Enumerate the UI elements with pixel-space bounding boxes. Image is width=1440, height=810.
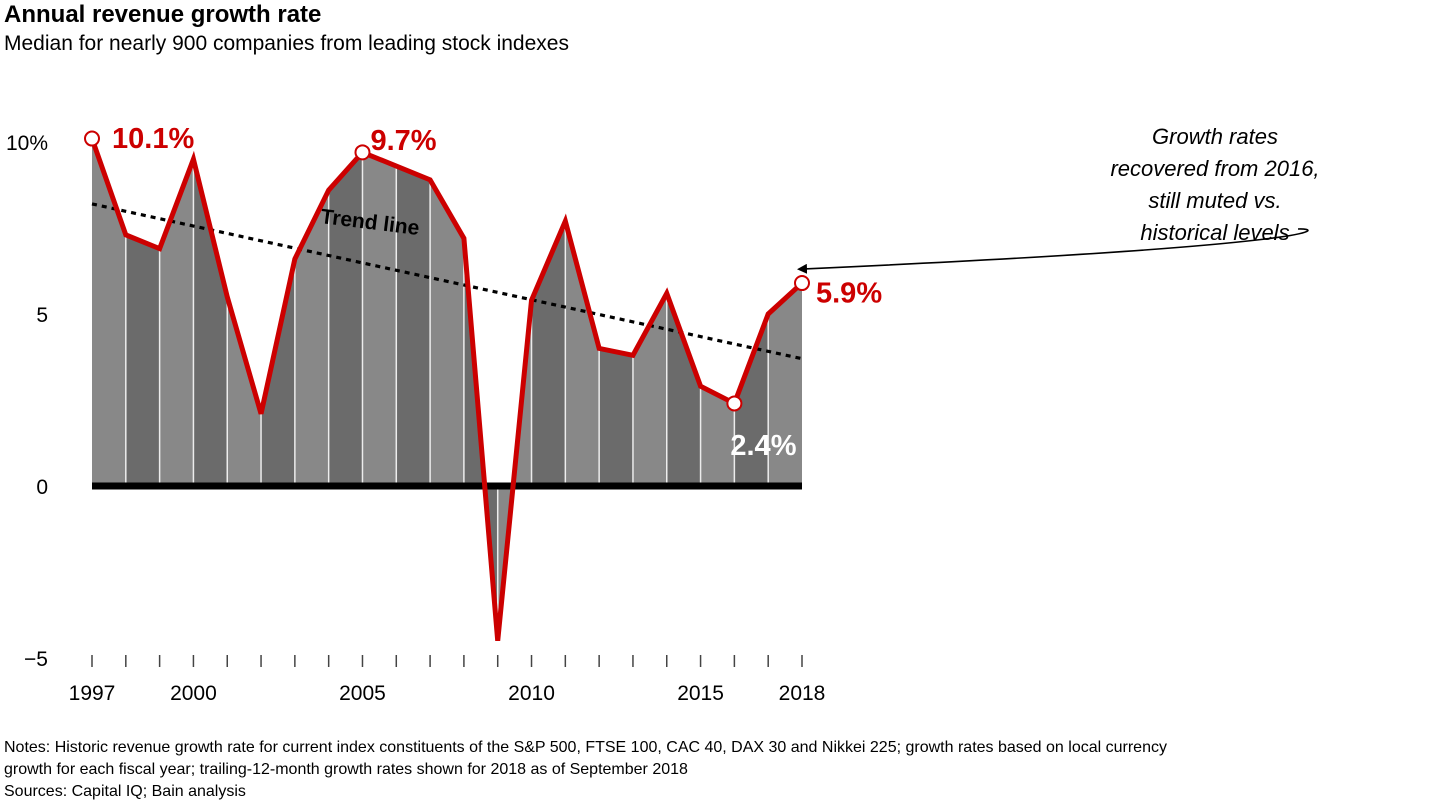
area-segment-1998 [125,234,160,486]
sources-line: Sources: Capital IQ; Bain analysis [4,783,246,800]
area-segment-1997 [92,138,126,486]
area-segment-2017 [768,283,802,486]
x-tick-label: 1997 [69,682,116,705]
highlight-points-group: 10.1% 9.7% 2.4% 5.9% [84,123,882,462]
x-tick-label: 2010 [508,682,555,705]
value-label-1997: 10.1% [112,123,194,155]
annotation-line: still muted vs. [1148,188,1281,213]
chart-title: Annual revenue growth rate [4,1,322,28]
y-axis: 10% 5 0 −5 [6,132,48,671]
y-tick-label: −5 [24,648,48,671]
y-tick-label: 10% [6,132,48,155]
y-tick-label: 0 [36,476,48,499]
annotation-line: Growth rates [1152,124,1278,149]
area-fill-group [92,138,802,641]
chart-subtitle: Median for nearly 900 companies from lea… [4,32,569,55]
x-tick-label: 2005 [339,682,386,705]
area-segment-2005 [362,152,397,486]
highlight-marker-1997 [84,130,100,147]
annotation-arrow-icon [797,228,1309,274]
value-label-2018: 5.9% [816,278,882,310]
revenue-growth-chart: 10%50−5 1997 2000 2005 2010 2015 2018 Trend l… [6,123,1320,705]
annotation: Growth rates recovered from 2016, still mu… [797,124,1320,274]
annotation-line: historical levels [1140,220,1289,245]
annotation-line: recovered from 2016, [1110,156,1319,181]
area-segment-2004 [328,152,363,486]
year-divider-group [125,152,769,641]
x-tick-label: 2000 [170,682,217,705]
x-tick-label: 2018 [779,682,826,705]
notes-line-2: growth for each fiscal year; trailing-12… [4,761,688,778]
notes-line-1: Notes: Historic revenue growth rate for … [4,739,1167,756]
area-segment-2015 [700,386,735,486]
area-segment-2009 [497,300,532,641]
value-label-2016: 2.4% [730,430,796,462]
area-segment-2016 [734,314,769,486]
area-segment-2011 [565,221,600,486]
highlight-marker-2016 [726,395,743,412]
area-segment-2002 [261,258,295,486]
x-axis: 1997 2000 2005 2010 2015 2018 [69,655,826,705]
highlight-marker-2005 [354,144,371,161]
area-segment-2001 [227,296,262,486]
area-segment-2000 [193,159,228,486]
highlight-marker-2018 [794,275,810,292]
value-label-2005: 9.7% [370,125,436,157]
area-segment-2007 [430,179,464,486]
area-segment-1999 [159,159,194,486]
area-segment-2010 [531,221,566,486]
area-segment-2014 [666,293,701,486]
area-segment-2003 [294,190,329,486]
y-tick-label: 5 [36,304,48,327]
area-segment-2012 [599,348,633,486]
area-segment-2006 [396,166,431,486]
series-line [89,137,804,642]
footnotes: Notes: Historic revenue growth rate for … [4,737,1440,803]
x-tick-label: 2015 [677,682,724,705]
